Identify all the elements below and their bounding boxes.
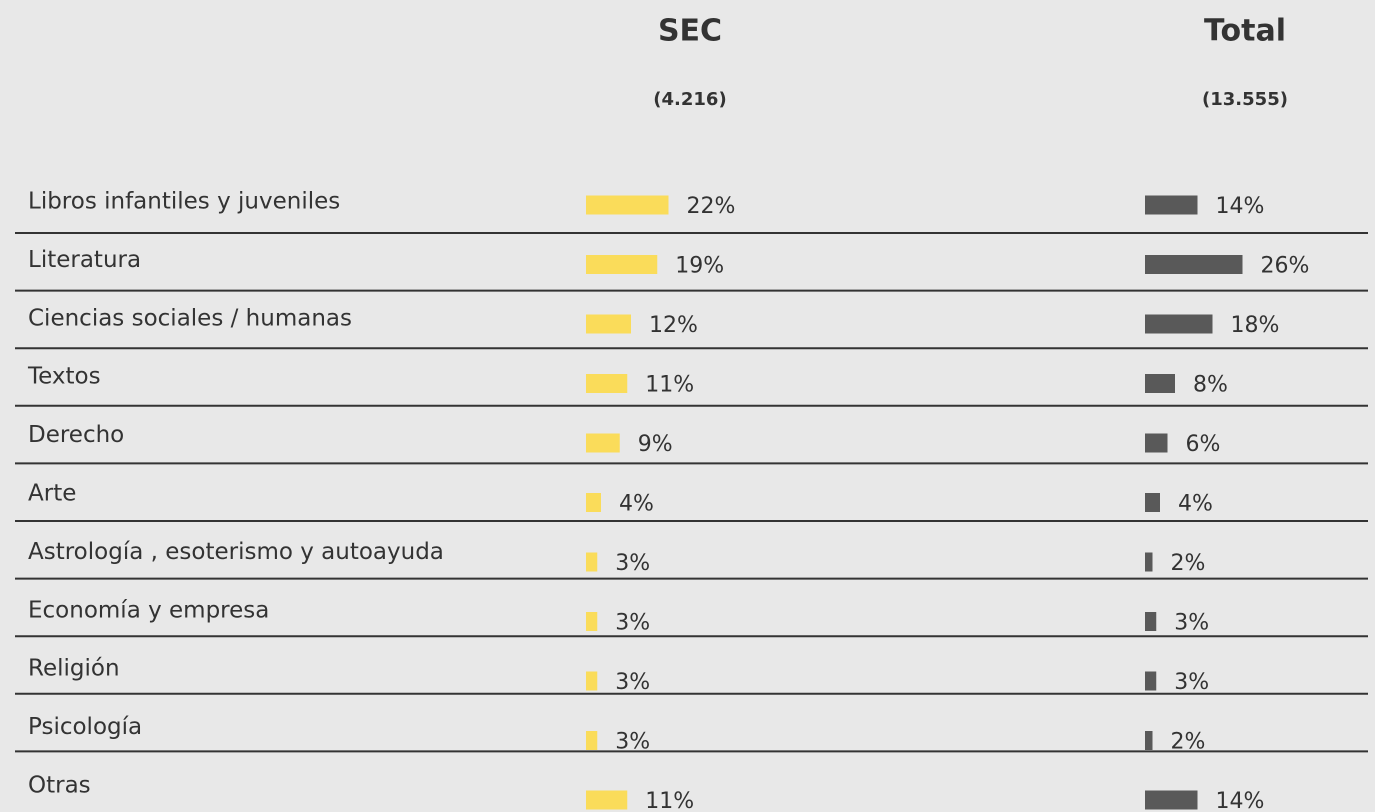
category-label: Libros infantiles y juveniles xyxy=(28,189,340,215)
value-label: 22% xyxy=(687,194,736,219)
bar xyxy=(1145,552,1153,572)
value-label: 3% xyxy=(1174,611,1209,636)
value-label: 3% xyxy=(615,551,650,576)
bar xyxy=(586,195,669,215)
category-label: Arte xyxy=(28,481,76,507)
value-label: 11% xyxy=(645,373,694,398)
column-header: SEC xyxy=(658,14,722,49)
value-label: 14% xyxy=(1216,789,1265,812)
value-label: 3% xyxy=(615,670,650,695)
value-label: 4% xyxy=(1178,492,1213,517)
value-label: 3% xyxy=(1174,670,1209,695)
value-label: 6% xyxy=(1186,432,1221,457)
bar xyxy=(586,552,598,572)
bar xyxy=(586,612,598,631)
category-label: Otras xyxy=(28,773,91,799)
bar xyxy=(586,255,658,274)
bar xyxy=(1145,790,1198,810)
value-label: 8% xyxy=(1193,373,1228,398)
bar xyxy=(1145,612,1157,631)
bar xyxy=(586,731,598,750)
category-label: Economía y empresa xyxy=(28,597,269,623)
bar xyxy=(1145,731,1153,750)
category-label: Psicología xyxy=(28,714,142,740)
value-label: 14% xyxy=(1216,194,1265,219)
column-count: (13.555) xyxy=(1202,89,1288,110)
value-label: 26% xyxy=(1261,254,1310,279)
value-label: 3% xyxy=(615,730,650,755)
bar xyxy=(586,671,598,691)
bar xyxy=(1145,493,1160,512)
category-label: Ciencias sociales / humanas xyxy=(28,305,352,331)
bar xyxy=(1145,314,1213,334)
bar xyxy=(586,433,620,453)
bar xyxy=(1145,433,1168,453)
bar xyxy=(1145,195,1198,215)
value-label: 2% xyxy=(1171,730,1206,755)
value-label: 9% xyxy=(638,432,673,457)
category-label: Literatura xyxy=(28,247,141,273)
value-label: 11% xyxy=(645,789,694,812)
category-label: Religión xyxy=(28,656,120,682)
bar xyxy=(586,374,628,393)
category-label: Astrología , esoterismo y autoayuda xyxy=(28,539,444,565)
column-header: Total xyxy=(1204,14,1286,49)
value-label: 18% xyxy=(1231,313,1280,338)
category-label: Textos xyxy=(27,364,101,390)
bar xyxy=(1145,255,1243,274)
value-label: 3% xyxy=(615,611,650,636)
value-label: 19% xyxy=(675,254,724,279)
value-label: 4% xyxy=(619,492,654,517)
bar xyxy=(1145,374,1175,393)
column-count: (4.216) xyxy=(653,89,726,110)
value-label: 12% xyxy=(649,313,698,338)
bar xyxy=(1145,671,1157,691)
category-label: Derecho xyxy=(28,422,124,448)
bar xyxy=(586,314,631,334)
value-label: 2% xyxy=(1171,551,1206,576)
bar xyxy=(586,790,628,810)
bar xyxy=(586,493,601,512)
